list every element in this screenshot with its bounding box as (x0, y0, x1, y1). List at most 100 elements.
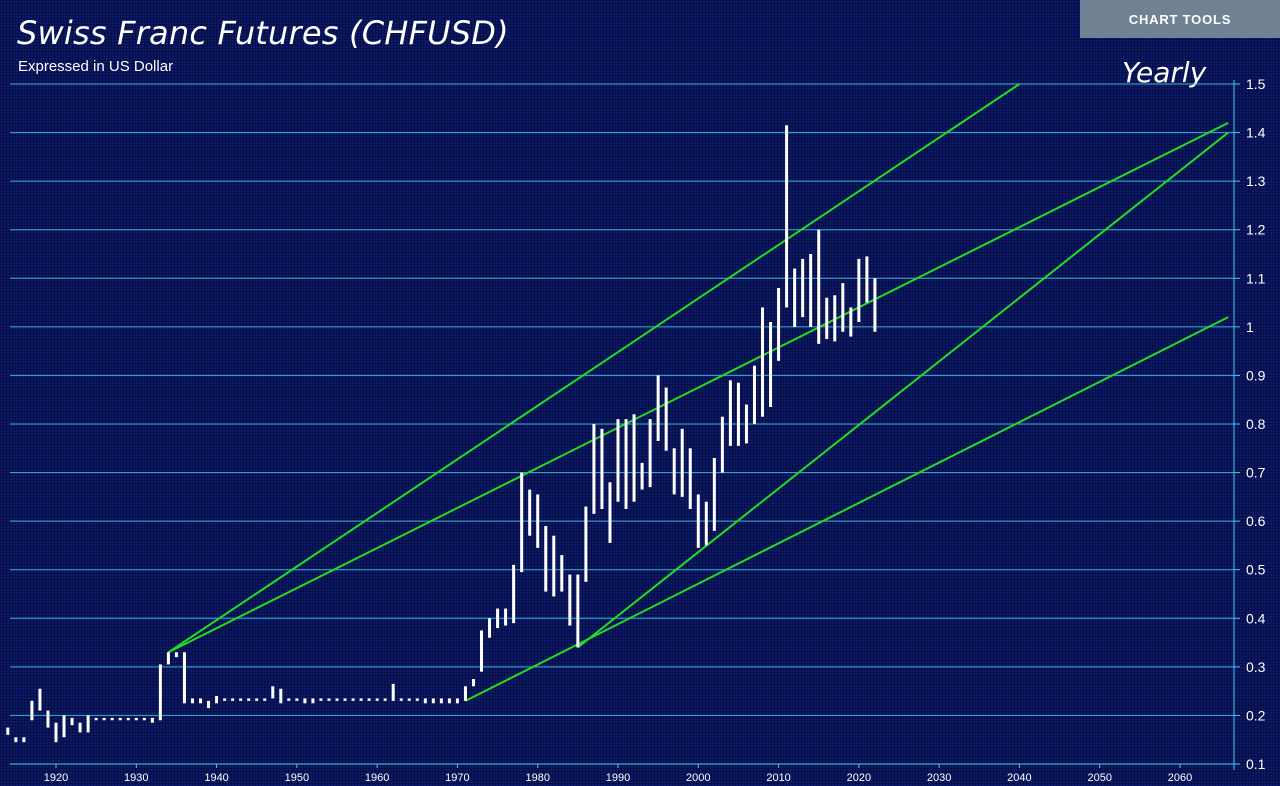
price-bar (447, 698, 451, 704)
price-bar (672, 448, 676, 495)
price-bar (576, 574, 580, 648)
price-bar (311, 698, 315, 704)
price-bar (166, 652, 170, 665)
price-bar (817, 229, 821, 344)
price-bar (62, 715, 66, 738)
axes (10, 80, 1240, 770)
price-bar (849, 307, 853, 337)
x-tick-label: 1950 (285, 772, 309, 784)
y-tick-label: 0.3 (1246, 659, 1266, 675)
y-tick-label: 0.7 (1246, 465, 1266, 481)
price-bar (102, 717, 106, 721)
price-bar (752, 365, 756, 424)
price-bar (608, 482, 612, 543)
x-tick-label: 2050 (1087, 772, 1111, 784)
price-bar (190, 698, 194, 704)
price-bar (463, 686, 467, 701)
price-bar (182, 652, 186, 704)
x-tick-label: 1960 (365, 772, 389, 784)
price-bar (833, 295, 837, 342)
price-bar (383, 698, 387, 701)
price-bar (199, 698, 203, 704)
chart-title: Swiss Franc Futures (CHFUSD) (17, 14, 509, 52)
price-bar (126, 717, 130, 721)
price-bar (407, 698, 411, 701)
y-tick-label: 0.4 (1246, 610, 1266, 626)
price-bar (793, 268, 797, 327)
y-tick-label: 1 (1246, 319, 1254, 335)
price-bar (223, 698, 227, 701)
price-bar (343, 698, 347, 701)
price-bar (351, 698, 355, 701)
price-bar (423, 698, 427, 704)
price-bar (295, 698, 299, 701)
y-tick-label: 0.9 (1246, 367, 1266, 383)
x-tick-label: 1980 (525, 772, 549, 784)
y-tick-label: 1.4 (1246, 125, 1266, 141)
trendline (167, 121, 1229, 654)
price-bar (70, 717, 74, 726)
price-bar (769, 322, 773, 407)
price-bar (455, 698, 459, 704)
price-bar (616, 419, 620, 502)
price-bar (536, 494, 540, 548)
price-bar (263, 698, 267, 701)
price-bar (415, 698, 419, 701)
price-bar (271, 686, 275, 699)
price-bar (207, 700, 211, 709)
trendline (167, 83, 1020, 654)
price-bar (118, 717, 122, 721)
price-bar (761, 307, 765, 417)
trendline (577, 131, 1229, 649)
price-bar (142, 717, 146, 721)
x-tick-label: 1920 (44, 772, 68, 784)
chart-tools-button[interactable]: CHART TOOLS (1080, 0, 1280, 38)
chart-subtitle: Expressed in US Dollar (18, 58, 174, 75)
price-bar (809, 254, 813, 327)
price-bar (600, 428, 604, 509)
price-bar (504, 608, 508, 626)
price-bar (54, 722, 58, 743)
price-bar (480, 630, 484, 672)
y-tick-label: 0.8 (1246, 416, 1266, 432)
price-bar (78, 722, 82, 733)
price-bars (6, 125, 877, 743)
price-bar (335, 698, 339, 701)
y-tick-label: 0.2 (1246, 707, 1266, 723)
price-bar (704, 501, 708, 546)
price-bar (150, 717, 154, 723)
price-bar (231, 698, 235, 701)
x-tick-label: 2030 (927, 772, 951, 784)
price-bar (279, 688, 283, 704)
price-bar (367, 698, 371, 701)
price-bar (399, 698, 403, 701)
x-tick-label: 1930 (124, 772, 148, 784)
gridlines (10, 83, 1234, 765)
price-bar (38, 688, 42, 711)
price-bar (215, 696, 219, 704)
price-bar (825, 297, 829, 339)
price-bar (255, 698, 259, 701)
y-tick-label: 0.6 (1246, 513, 1266, 529)
price-bar (30, 700, 34, 721)
price-bar (873, 278, 877, 332)
price-bar (319, 698, 323, 701)
x-tick-label: 2060 (1168, 772, 1192, 784)
price-bar (46, 710, 50, 728)
y-tick-labels: 0.1 0.2 0.3 0.4 0.5 0.6 0.7 0.8 0.9 1 1.1 1.2 1.3 1.4… (1246, 76, 1266, 772)
price-bar (560, 555, 564, 592)
price-bar (568, 574, 572, 626)
price-bar (471, 679, 475, 687)
x-tick-label: 1940 (204, 772, 228, 784)
y-tick-label: 1.3 (1246, 173, 1266, 189)
price-bar (696, 494, 700, 548)
price-bar (584, 506, 588, 582)
price-bar (439, 698, 443, 704)
x-tick-label: 2000 (686, 772, 710, 784)
price-bar (801, 258, 805, 318)
price-bar (303, 698, 307, 704)
y-tick-label: 1.2 (1246, 222, 1266, 238)
x-tick-label: 2040 (1007, 772, 1031, 784)
price-bar (247, 698, 251, 701)
price-bar (857, 258, 861, 322)
